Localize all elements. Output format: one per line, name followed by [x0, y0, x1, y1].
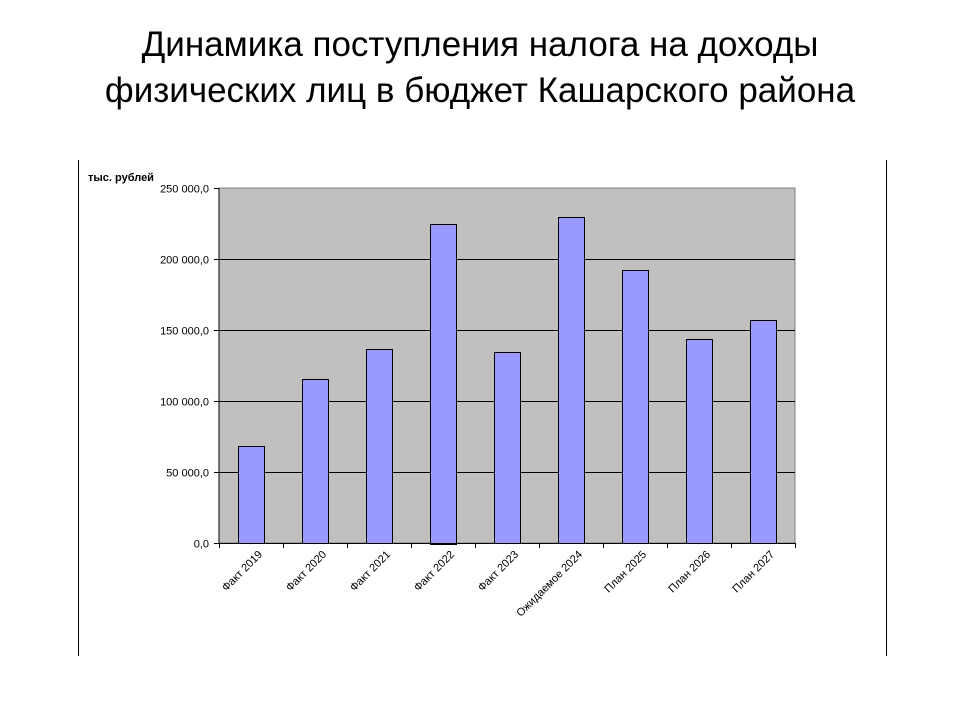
y-tick-label: 0,0 — [194, 539, 209, 551]
bar — [750, 320, 777, 544]
y-tick-label: 100 000,0 — [160, 397, 209, 409]
y-axis-unit-label: тыс. рублей — [88, 172, 154, 184]
bar — [302, 379, 329, 544]
x-tick-label: Ожидаемое 2024 — [514, 549, 585, 620]
x-tick-label: Факт 2019 — [220, 549, 265, 594]
x-axis-ticks: Факт 2019 Факт 2020 Факт 2021 Факт 2022 Факт… — [219, 543, 796, 620]
bar — [238, 446, 265, 544]
x-tick-label: План 2027 — [730, 549, 777, 596]
page-title: Динамика поступления налога на доходы фи… — [40, 22, 920, 114]
bar — [494, 352, 521, 544]
bar — [558, 217, 585, 544]
y-tick-label: 250 000,0 — [160, 184, 209, 196]
x-tick-label: План 2026 — [666, 549, 713, 596]
x-tick-label: Факт 2021 — [348, 549, 393, 594]
y-axis-ticks: 0,0 50 000,0 100 000,0 150 000,0 200 000,0 25… — [160, 184, 219, 551]
y-tick-label: 200 000,0 — [160, 255, 209, 267]
x-tick-label: План 2025 — [602, 549, 649, 596]
y-tick-label: 150 000,0 — [160, 326, 209, 338]
bar — [622, 270, 649, 544]
bars — [238, 217, 777, 545]
x-tick-label: Факт 2023 — [476, 549, 521, 594]
title-line-2: физических лиц в бюджет Кашарского район… — [104, 71, 856, 110]
bar — [430, 224, 457, 545]
bar — [366, 349, 393, 544]
x-tick-label: Факт 2020 — [284, 549, 329, 594]
bar — [686, 339, 713, 544]
y-tick-label: 50 000,0 — [166, 468, 209, 480]
title-line-1: Динамика поступления налога на доходы — [141, 25, 819, 64]
x-tick-label: Факт 2022 — [412, 549, 457, 594]
